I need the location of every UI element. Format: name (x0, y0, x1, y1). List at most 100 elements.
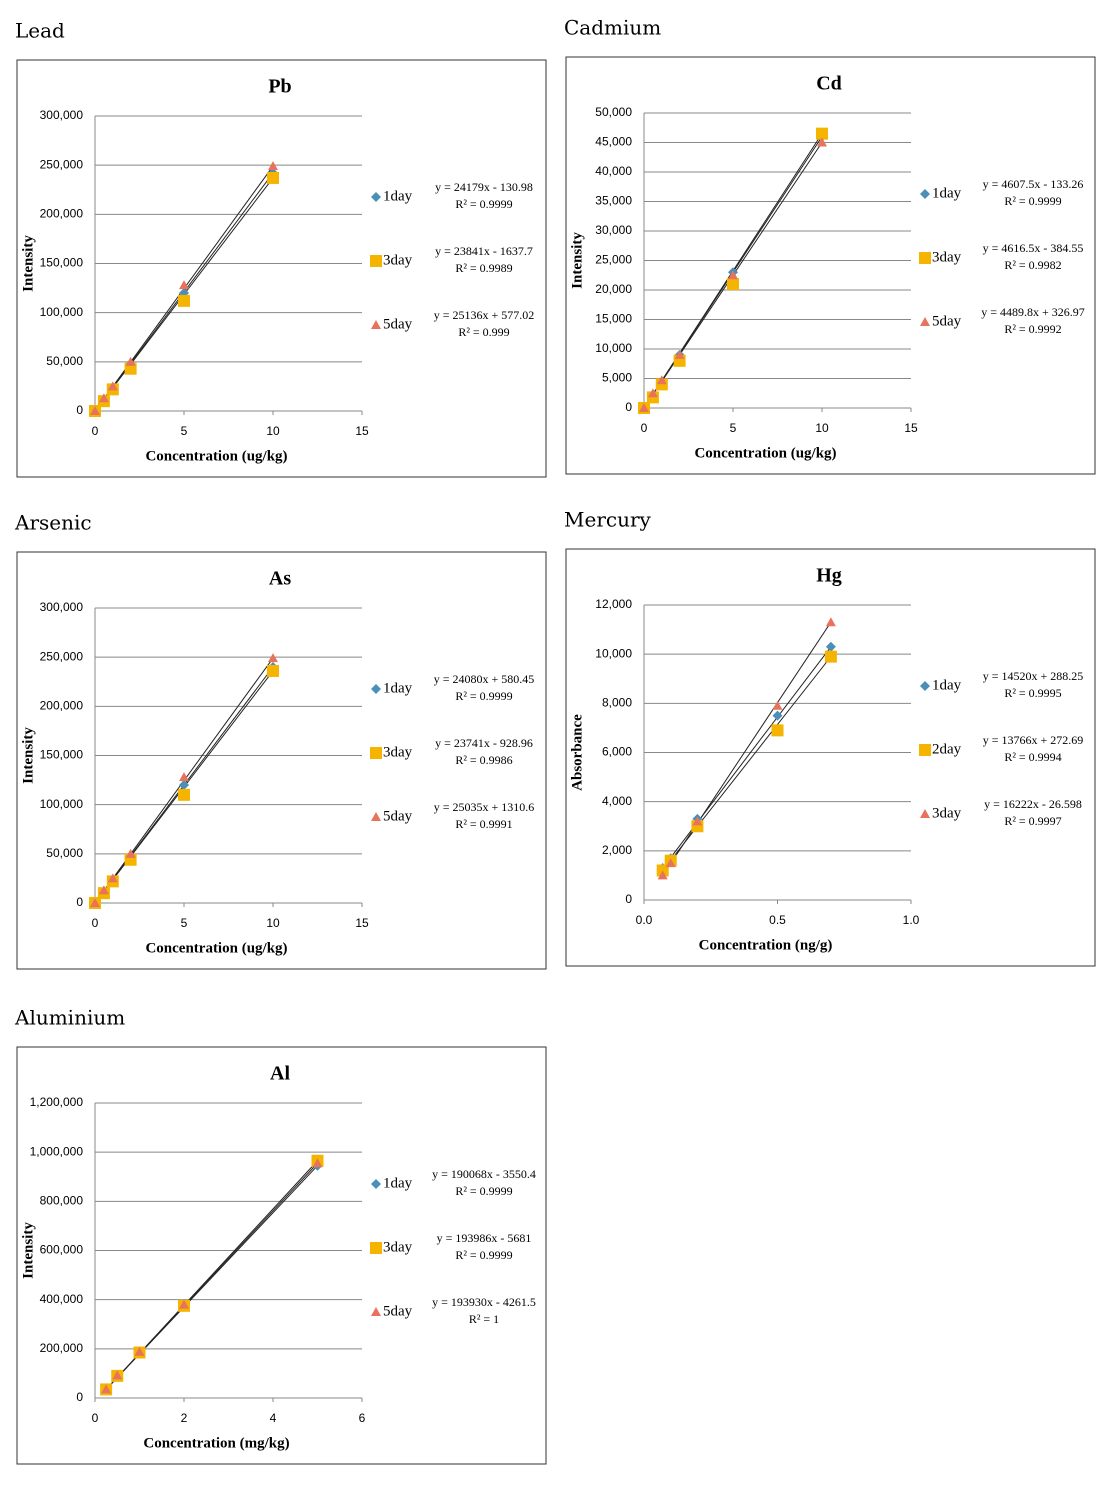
legend-label: 1day (383, 680, 413, 696)
y-tick-label: 6,000 (602, 745, 632, 759)
marker-triangle (101, 1384, 112, 1394)
marker-triangle (692, 816, 703, 826)
marker-triangle (772, 700, 783, 710)
legend-marker (919, 744, 931, 756)
y-tick-label: 0 (76, 403, 83, 417)
trend-equation: y = 4616.5x - 384.55 (983, 241, 1084, 255)
marker-triangle (125, 848, 136, 858)
x-axis-label: Concentration (mg/kg) (143, 1435, 289, 1451)
y-tick-label: 4,000 (602, 794, 632, 808)
legend-marker (920, 317, 930, 326)
marker-square (771, 724, 784, 737)
marker-triangle (312, 1158, 323, 1168)
y-tick-label: 200,000 (40, 699, 84, 713)
chart-caption: Mercury (564, 508, 652, 532)
chart-title: Al (270, 1063, 290, 1085)
trend-equation: y = 23741x - 928.96 (435, 736, 533, 750)
marker-square (727, 278, 739, 291)
legend-marker (370, 747, 382, 759)
trendline (662, 656, 832, 871)
legend-label: 3day (383, 744, 413, 760)
marker-triangle (179, 1299, 189, 1309)
chart-title: Pb (268, 76, 291, 98)
y-tick-label: 300,000 (40, 108, 84, 122)
y-axis-label: Absorbance (569, 714, 585, 791)
legend-marker (370, 255, 382, 267)
trend-equation: y = 24179x - 130.98 (435, 180, 533, 194)
trendline (662, 621, 832, 876)
legend-marker (371, 812, 381, 821)
legend-marker (370, 1242, 382, 1254)
x-tick-label: 4 (270, 1411, 277, 1425)
x-tick-label: 0.5 (769, 913, 786, 927)
trend-r2: R² = 0.9986 (455, 753, 512, 767)
legend-label: 1day (383, 1175, 413, 1191)
x-tick-label: 5 (181, 916, 188, 930)
marker-triangle (179, 772, 189, 782)
y-tick-label: 800,000 (40, 1194, 84, 1208)
x-tick-label: 5 (181, 424, 188, 438)
trend-equation: y = 14520x + 288.25 (983, 669, 1084, 683)
marker-triangle (90, 898, 100, 907)
marker-diamond (825, 641, 836, 652)
trend-equation: y = 4489.8x + 326.97 (981, 305, 1085, 319)
y-axis-label: Intensity (569, 232, 585, 289)
trend-r2: R² = 0.9994 (1004, 750, 1061, 764)
trend-equation: y = 190068x - 3550.4 (432, 1167, 536, 1181)
legend-marker (371, 320, 381, 329)
marker-triangle (125, 356, 136, 366)
legend-label: 3day (383, 252, 413, 268)
legend-marker (371, 684, 381, 694)
chart-panel: Arsenic As 0 50,000 100,000 150,000 200,000 250… (14, 511, 547, 970)
x-tick-label: 0 (92, 916, 99, 930)
marker-square (178, 788, 190, 801)
y-tick-label: 100,000 (40, 797, 84, 811)
trend-equation: y = 193930x - 4261.5 (432, 1295, 536, 1309)
marker-triangle (665, 858, 676, 868)
x-tick-label: 15 (355, 424, 369, 438)
y-axis-label: Intensity (20, 235, 36, 292)
legend-label: 5day (383, 316, 413, 332)
y-tick-label: 200,000 (40, 1341, 84, 1355)
trend-equation: y = 24080x + 580.45 (434, 672, 535, 686)
y-tick-label: 1,000,000 (30, 1144, 84, 1158)
legend-marker (371, 1307, 381, 1316)
trend-equation: y = 16222x - 26.598 (984, 797, 1082, 811)
trend-r2: R² = 0.999 (458, 325, 509, 339)
marker-square (178, 294, 190, 307)
marker-triangle (639, 403, 649, 412)
y-tick-label: 0 (76, 1390, 83, 1404)
chart-title: Cd (816, 73, 842, 95)
trend-r2: R² = 0.9989 (455, 261, 512, 275)
x-axis-label: Concentration (ug/kg) (694, 445, 836, 461)
trend-r2: R² = 0.9997 (1004, 814, 1061, 828)
x-tick-label: 5 (730, 421, 737, 435)
marker-diamond (772, 710, 783, 721)
trend-r2: R² = 0.9992 (1004, 322, 1061, 336)
x-axis-label: Concentration (ug/kg) (145, 940, 287, 956)
y-tick-label: 12,000 (595, 597, 632, 611)
legend-label: 1day (932, 185, 962, 201)
legend-label: 5day (383, 1303, 413, 1319)
trend-r2: R² = 0.9999 (455, 689, 512, 703)
legend-marker (920, 809, 930, 818)
trend-equation: y = 25136x + 577.02 (434, 308, 535, 322)
marker-triangle (107, 381, 118, 391)
trend-equation: y = 25035x + 1310.6 (434, 800, 535, 814)
y-tick-label: 400,000 (40, 1292, 84, 1306)
marker-square (267, 664, 279, 677)
marker-triangle (98, 885, 109, 895)
legend-marker (371, 1179, 381, 1189)
y-tick-label: 10,000 (595, 341, 632, 355)
marker-triangle (90, 406, 100, 415)
marker-square (816, 127, 828, 140)
y-tick-label: 5,000 (602, 371, 632, 385)
trend-equation: y = 23841x - 1637.7 (435, 244, 533, 258)
x-tick-label: 6 (359, 1411, 366, 1425)
chart-title: As (269, 568, 291, 590)
y-tick-label: 50,000 (595, 105, 632, 119)
y-tick-label: 20,000 (595, 282, 632, 296)
y-tick-label: 25,000 (595, 253, 632, 267)
trend-r2: R² = 0.9999 (455, 1184, 512, 1198)
legend-label: 2day (932, 741, 962, 757)
